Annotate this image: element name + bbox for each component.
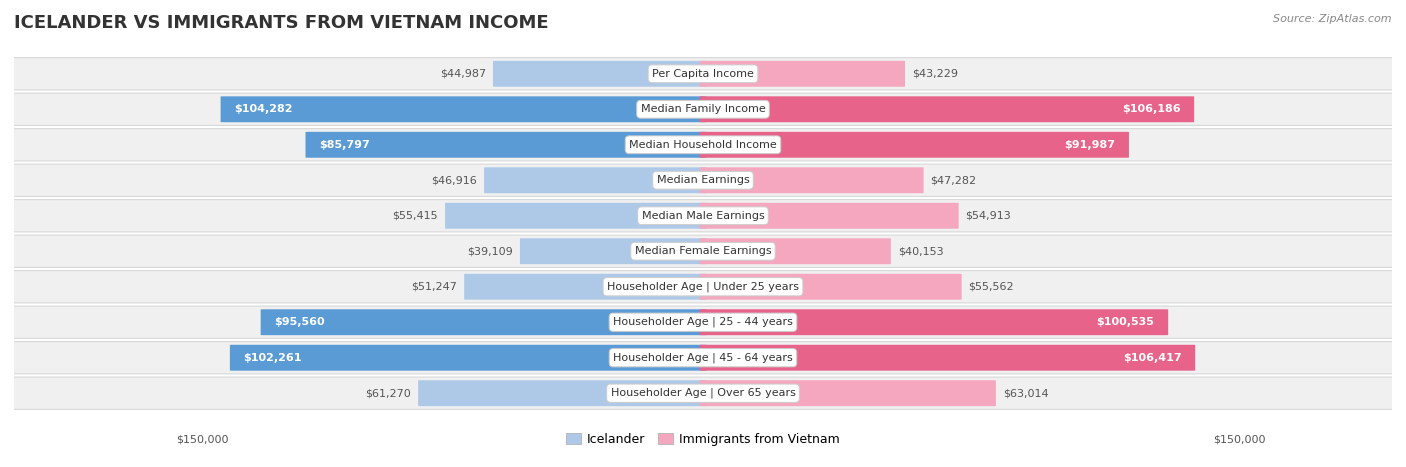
Text: $150,000: $150,000 [1213, 434, 1265, 444]
FancyBboxPatch shape [484, 167, 706, 193]
Text: $46,916: $46,916 [432, 175, 477, 185]
FancyBboxPatch shape [464, 274, 706, 300]
FancyBboxPatch shape [4, 199, 1402, 232]
FancyBboxPatch shape [221, 96, 706, 122]
FancyBboxPatch shape [700, 380, 995, 406]
Text: $85,797: $85,797 [319, 140, 370, 150]
Text: Per Capita Income: Per Capita Income [652, 69, 754, 79]
FancyBboxPatch shape [700, 96, 1194, 122]
FancyBboxPatch shape [4, 164, 1402, 197]
Text: $102,261: $102,261 [243, 353, 302, 363]
Text: Median Male Earnings: Median Male Earnings [641, 211, 765, 221]
Text: $100,535: $100,535 [1097, 317, 1154, 327]
Text: $55,415: $55,415 [392, 211, 439, 221]
Text: Median Earnings: Median Earnings [657, 175, 749, 185]
Text: $44,987: $44,987 [440, 69, 486, 79]
FancyBboxPatch shape [4, 128, 1402, 161]
FancyBboxPatch shape [700, 345, 1195, 371]
Text: ICELANDER VS IMMIGRANTS FROM VIETNAM INCOME: ICELANDER VS IMMIGRANTS FROM VIETNAM INC… [14, 14, 548, 32]
FancyBboxPatch shape [700, 61, 905, 87]
Text: $106,186: $106,186 [1122, 104, 1181, 114]
FancyBboxPatch shape [4, 377, 1402, 410]
Text: $43,229: $43,229 [912, 69, 957, 79]
Text: Median Household Income: Median Household Income [628, 140, 778, 150]
FancyBboxPatch shape [418, 380, 706, 406]
FancyBboxPatch shape [520, 238, 706, 264]
Text: Householder Age | Over 65 years: Householder Age | Over 65 years [610, 388, 796, 398]
Text: Median Female Earnings: Median Female Earnings [634, 246, 772, 256]
FancyBboxPatch shape [4, 93, 1402, 126]
FancyBboxPatch shape [700, 309, 1168, 335]
FancyBboxPatch shape [446, 203, 706, 229]
Text: $39,109: $39,109 [467, 246, 513, 256]
Text: Householder Age | 45 - 64 years: Householder Age | 45 - 64 years [613, 353, 793, 363]
Text: Median Family Income: Median Family Income [641, 104, 765, 114]
Text: $61,270: $61,270 [366, 388, 412, 398]
FancyBboxPatch shape [305, 132, 706, 158]
FancyBboxPatch shape [700, 132, 1129, 158]
Text: $63,014: $63,014 [1002, 388, 1049, 398]
FancyBboxPatch shape [700, 203, 959, 229]
Text: $47,282: $47,282 [931, 175, 977, 185]
Text: $150,000: $150,000 [176, 434, 228, 444]
FancyBboxPatch shape [4, 270, 1402, 303]
Text: $104,282: $104,282 [235, 104, 292, 114]
FancyBboxPatch shape [4, 235, 1402, 268]
Text: $51,247: $51,247 [412, 282, 457, 292]
Text: $95,560: $95,560 [274, 317, 325, 327]
Text: Householder Age | 25 - 44 years: Householder Age | 25 - 44 years [613, 317, 793, 327]
FancyBboxPatch shape [4, 57, 1402, 90]
Text: $40,153: $40,153 [898, 246, 943, 256]
FancyBboxPatch shape [4, 341, 1402, 374]
FancyBboxPatch shape [700, 274, 962, 300]
Text: $54,913: $54,913 [966, 211, 1011, 221]
Text: $106,417: $106,417 [1123, 353, 1181, 363]
Text: Source: ZipAtlas.com: Source: ZipAtlas.com [1274, 14, 1392, 24]
FancyBboxPatch shape [4, 306, 1402, 339]
FancyBboxPatch shape [229, 345, 706, 371]
Legend: Icelander, Immigrants from Vietnam: Icelander, Immigrants from Vietnam [561, 428, 845, 451]
FancyBboxPatch shape [494, 61, 706, 87]
FancyBboxPatch shape [700, 238, 891, 264]
FancyBboxPatch shape [700, 167, 924, 193]
Text: Householder Age | Under 25 years: Householder Age | Under 25 years [607, 282, 799, 292]
Text: $91,987: $91,987 [1064, 140, 1115, 150]
Text: $55,562: $55,562 [969, 282, 1014, 292]
FancyBboxPatch shape [260, 309, 706, 335]
